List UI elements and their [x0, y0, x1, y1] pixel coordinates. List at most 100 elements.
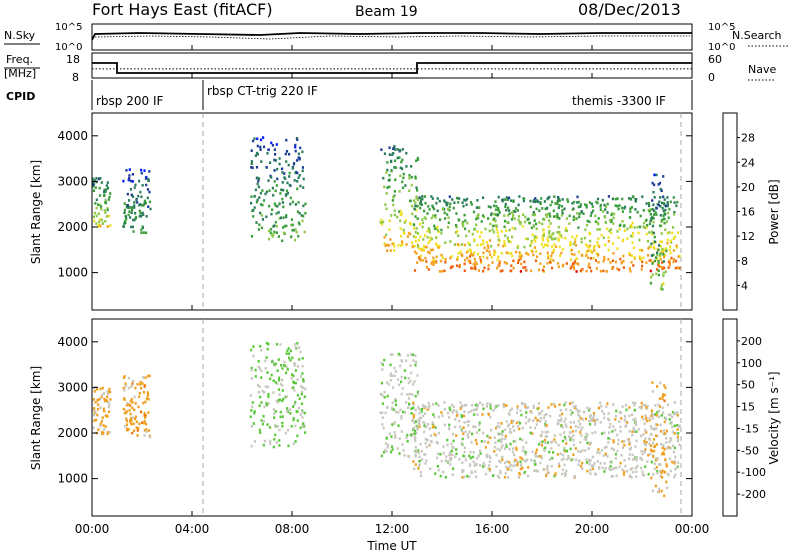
data-cell: [620, 261, 623, 265]
data-cell: [463, 410, 466, 413]
data-cell: [461, 476, 464, 479]
data-cell: [662, 452, 666, 456]
freq-panel: Freq. [MHz] 18 8 60 0 Nave: [4, 52, 776, 84]
data-cell: [452, 409, 455, 412]
data-cell: [503, 404, 506, 407]
data-cell: [545, 474, 548, 478]
data-cell: [628, 453, 631, 456]
data-cell: [580, 434, 583, 437]
data-cell: [653, 183, 656, 187]
data-cell: [564, 229, 567, 232]
data-cell: [435, 227, 438, 231]
data-cell: [278, 202, 281, 206]
data-cell: [558, 245, 561, 249]
data-cell: [639, 456, 642, 460]
data-cell: [572, 207, 575, 211]
data-cell: [141, 203, 144, 207]
data-cell: [430, 195, 433, 198]
y-tick-label: 3000: [57, 380, 88, 394]
data-cell: [475, 442, 478, 445]
data-cell: [134, 402, 137, 405]
data-cell: [550, 266, 554, 270]
data-cell: [497, 255, 500, 259]
data-cell: [444, 260, 447, 264]
data-cell: [576, 201, 579, 204]
data-cell: [530, 226, 533, 230]
data-cell: [435, 255, 438, 259]
data-cell: [493, 217, 496, 221]
data-cell: [552, 259, 555, 262]
data-cell: [440, 459, 443, 463]
data-cell: [506, 424, 510, 428]
data-cell: [278, 217, 281, 220]
data-cell: [629, 224, 633, 227]
data-cell: [618, 204, 621, 207]
data-cell: [259, 395, 262, 399]
data-cell: [567, 435, 571, 438]
data-cell: [607, 437, 610, 440]
data-cell: [519, 257, 522, 260]
data-cell: [475, 475, 478, 479]
data-cell: [539, 262, 542, 265]
data-cell: [381, 416, 384, 419]
data-cell: [478, 235, 481, 238]
data-cell: [460, 442, 463, 445]
data-cell: [631, 458, 635, 461]
data-cell: [286, 349, 289, 353]
data-cell: [645, 202, 648, 205]
data-cell: [651, 390, 654, 393]
data-cell: [99, 406, 102, 409]
data-cell: [677, 266, 680, 269]
data-cell: [533, 469, 536, 472]
data-cell: [554, 405, 557, 408]
data-cell: [394, 436, 397, 439]
data-cell: [593, 462, 596, 465]
x-axis-label: Time UT: [366, 539, 417, 553]
nsky-panel: N.Sky 10^5 10^0 10^5 10^0 N.Search: [4, 22, 790, 53]
data-cell: [566, 458, 569, 461]
data-cell: [519, 270, 522, 273]
data-cell: [542, 228, 545, 232]
data-cell: [421, 247, 424, 251]
data-cell: [105, 399, 108, 402]
data-cell: [520, 254, 523, 258]
data-cell: [474, 462, 477, 466]
data-cell: [424, 256, 427, 260]
data-cell: [594, 259, 598, 262]
data-cell: [137, 194, 140, 198]
data-cell: [273, 202, 276, 205]
data-cell: [128, 174, 131, 177]
data-cell: [604, 208, 607, 211]
data-cell: [422, 238, 425, 241]
data-cell: [657, 203, 660, 207]
data-cell: [294, 145, 297, 149]
data-cell: [397, 411, 400, 414]
data-cell: [626, 469, 629, 473]
data-cell: [642, 256, 645, 260]
data-cell: [597, 222, 600, 226]
data-cell: [569, 402, 572, 405]
data-cell: [566, 449, 569, 453]
data-cell: [654, 484, 657, 488]
data-cell: [583, 236, 587, 240]
data-cell: [132, 230, 135, 233]
data-cell: [302, 186, 305, 189]
data-cell: [129, 179, 132, 183]
data-cell: [554, 202, 557, 205]
data-cell: [584, 203, 587, 206]
data-cell: [296, 434, 299, 438]
data-cell: [482, 255, 485, 259]
data-cell: [134, 415, 137, 419]
data-cell: [592, 411, 596, 415]
data-cell: [659, 423, 662, 427]
data-cell: [611, 430, 614, 433]
data-cell: [125, 169, 128, 172]
data-cell: [414, 204, 417, 208]
data-cell: [488, 469, 491, 473]
data-cell: [490, 255, 493, 259]
data-cell: [529, 431, 532, 435]
data-cell: [662, 271, 665, 275]
data-cell: [657, 269, 660, 273]
data-cell: [103, 397, 106, 401]
data-cell: [655, 213, 658, 216]
